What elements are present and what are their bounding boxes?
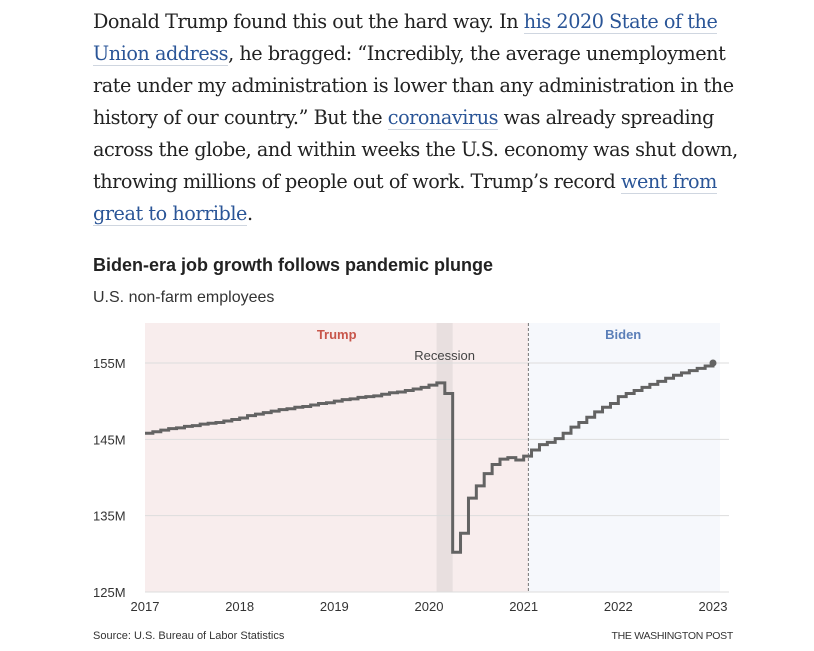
- recession-label: Recession: [414, 348, 475, 363]
- article-text: was already spreading across the globe, …: [93, 106, 738, 193]
- x-tick-label: 2022: [604, 599, 633, 614]
- x-tick-label: 2023: [699, 599, 728, 614]
- x-tick-label: 2021: [509, 599, 538, 614]
- chart-subtitle: U.S. non-farm employees: [93, 289, 275, 306]
- y-tick-label: 145M: [93, 432, 126, 447]
- recession-band: [436, 323, 453, 592]
- y-tick-label: 135M: [93, 509, 126, 524]
- article-paragraph: Donald Trump found this out the hard way…: [93, 6, 743, 230]
- trump-region: [145, 323, 529, 592]
- y-tick-label: 125M: [93, 585, 126, 600]
- x-tick-label: 2018: [225, 599, 254, 614]
- publisher-credit: THE WASHINGTON POST: [611, 630, 734, 642]
- article-text: , he bragged: “Incredibly, the average u…: [93, 42, 734, 129]
- series-end-point: [709, 359, 717, 367]
- biden-label: Biden: [605, 327, 641, 342]
- x-tick-label: 2019: [320, 599, 349, 614]
- article-link[interactable]: coronavirus: [387, 106, 499, 130]
- biden-region: [528, 323, 720, 592]
- article-text: .: [246, 202, 253, 225]
- y-tick-label: 155M: [93, 356, 126, 371]
- x-tick-label: 2017: [131, 599, 160, 614]
- article-link[interactable]: went from great to horrible: [93, 170, 717, 226]
- trump-label: Trump: [317, 327, 357, 342]
- employment-series-line: [145, 363, 715, 554]
- source-note: Source: U.S. Bureau of Labor Statistics: [93, 630, 285, 642]
- article-text: Donald Trump found this out the hard way…: [93, 10, 524, 33]
- chart-title: Biden-era job growth follows pandemic pl…: [93, 255, 494, 275]
- article-link[interactable]: his 2020 State of the Union address: [93, 10, 718, 66]
- x-tick-label: 2020: [415, 599, 444, 614]
